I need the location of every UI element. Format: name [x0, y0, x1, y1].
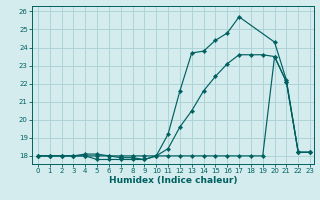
X-axis label: Humidex (Indice chaleur): Humidex (Indice chaleur)	[108, 176, 237, 185]
